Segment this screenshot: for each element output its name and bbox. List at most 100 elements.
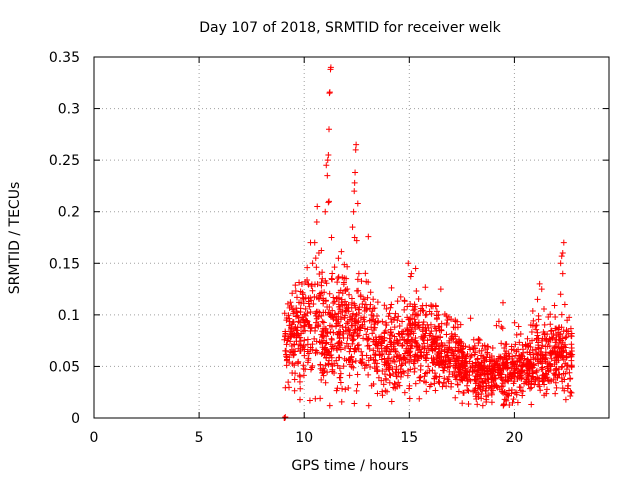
data-point <box>322 379 329 386</box>
data-point <box>356 304 363 311</box>
data-point <box>324 369 331 376</box>
chart-title: Day 107 of 2018, SRMTID for receiver wel… <box>199 20 501 36</box>
data-point <box>473 369 480 376</box>
data-point <box>462 355 469 362</box>
data-point <box>524 335 531 342</box>
data-point <box>285 379 292 386</box>
data-point <box>295 314 302 321</box>
data-point <box>283 315 290 322</box>
data-point <box>307 239 314 246</box>
data-point <box>546 367 553 374</box>
data-point <box>285 335 292 342</box>
data-point <box>531 381 538 388</box>
data-point <box>287 299 294 306</box>
data-point <box>391 381 398 388</box>
data-point <box>382 375 389 382</box>
data-point <box>297 308 304 315</box>
data-point <box>498 366 505 373</box>
data-point <box>306 321 313 328</box>
data-point <box>480 362 487 369</box>
data-point <box>441 311 448 318</box>
data-point <box>477 369 484 376</box>
data-point <box>297 385 304 392</box>
data-point <box>404 372 411 379</box>
data-point <box>539 366 546 373</box>
data-point <box>493 322 500 329</box>
data-point <box>396 323 403 330</box>
data-point <box>397 373 404 380</box>
data-point <box>302 305 309 312</box>
data-point <box>553 353 560 360</box>
data-point <box>445 378 452 385</box>
data-point <box>364 326 371 333</box>
data-point <box>547 321 554 328</box>
data-point <box>396 357 403 364</box>
data-point <box>412 380 419 387</box>
data-point <box>542 343 549 350</box>
data-point <box>350 333 357 340</box>
data-point <box>513 331 520 338</box>
data-point <box>351 188 358 195</box>
data-point <box>416 377 423 384</box>
data-point <box>283 341 290 348</box>
data-point <box>397 293 404 300</box>
data-point <box>339 308 346 315</box>
data-point <box>304 276 311 283</box>
data-point <box>388 398 395 405</box>
data-point <box>324 304 331 311</box>
data-point <box>553 384 560 391</box>
data-point <box>400 355 407 362</box>
data-point <box>401 298 408 305</box>
data-point <box>488 390 495 397</box>
data-point <box>324 172 331 179</box>
data-point <box>448 346 455 353</box>
data-point <box>406 385 413 392</box>
data-point <box>282 347 289 354</box>
data-point <box>361 296 368 303</box>
data-point <box>506 353 513 360</box>
data-point <box>467 354 474 361</box>
data-point <box>331 360 338 367</box>
data-point <box>383 305 390 312</box>
data-point <box>317 292 324 299</box>
data-point <box>405 316 412 323</box>
data-point <box>382 319 389 326</box>
data-point <box>478 395 485 402</box>
data-point <box>455 360 462 367</box>
data-point <box>395 313 402 320</box>
data-point <box>501 389 508 396</box>
data-point <box>501 344 508 351</box>
data-point <box>489 374 496 381</box>
data-point <box>284 356 291 363</box>
data-point <box>470 346 477 353</box>
data-point <box>372 318 379 325</box>
data-point <box>334 330 341 337</box>
data-point <box>335 294 342 301</box>
data-point <box>477 384 484 391</box>
data-point <box>501 350 508 357</box>
data-point <box>423 388 430 395</box>
data-point <box>454 324 461 331</box>
data-point <box>335 275 342 282</box>
data-point <box>349 335 356 342</box>
data-point <box>366 346 373 353</box>
data-point <box>408 357 415 364</box>
data-point <box>510 347 517 354</box>
data-point <box>517 355 524 362</box>
data-point <box>559 335 566 342</box>
data-point <box>412 303 419 310</box>
data-point <box>381 371 388 378</box>
data-point <box>413 344 420 351</box>
data-point <box>296 279 303 286</box>
data-point <box>352 357 359 364</box>
data-point <box>552 336 559 343</box>
data-point <box>552 379 559 386</box>
data-point <box>451 354 458 361</box>
data-point <box>498 323 505 330</box>
data-point <box>529 337 536 344</box>
data-point <box>312 255 319 262</box>
data-point <box>485 384 492 391</box>
data-point <box>485 376 492 383</box>
data-point <box>491 383 498 390</box>
data-point <box>290 310 297 317</box>
